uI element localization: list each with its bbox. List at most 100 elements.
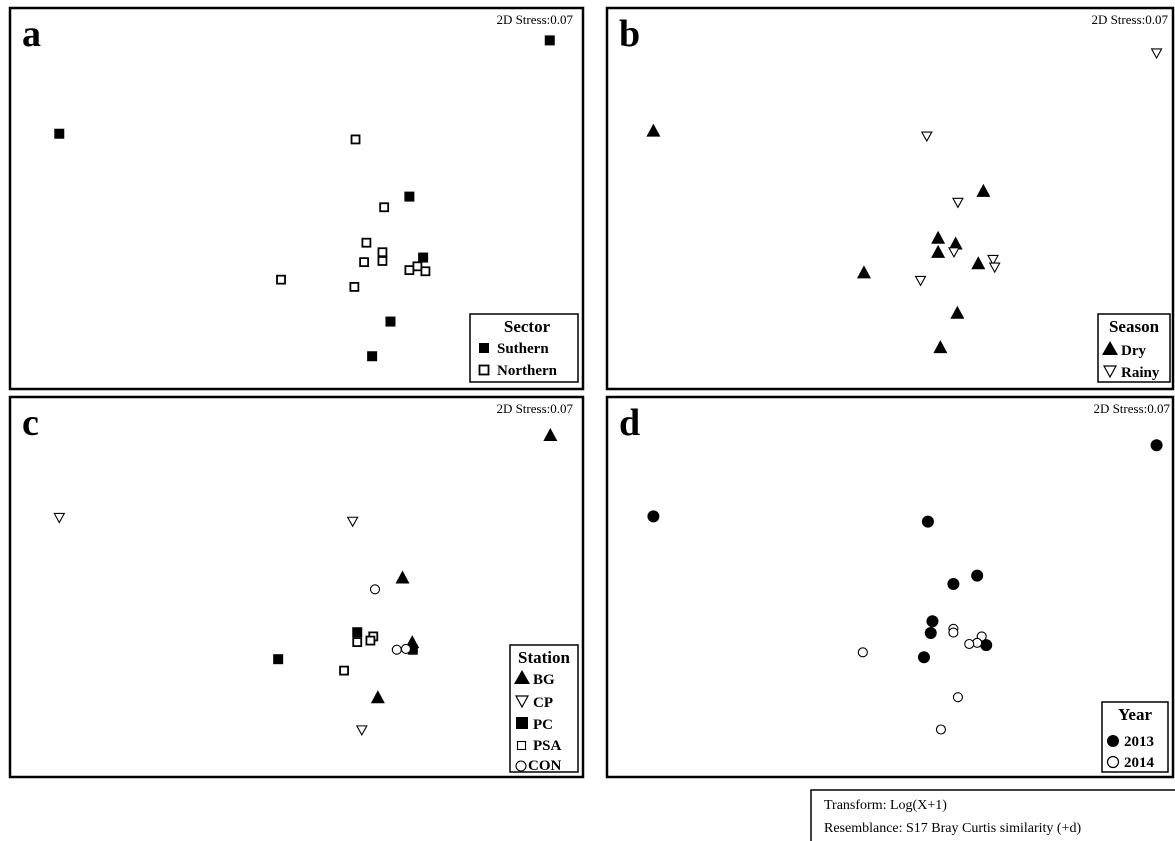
panel-a-frame	[8, 6, 585, 391]
panel-d-legend-marker-2013	[1107, 735, 1119, 747]
panel-d-legend-title: Year	[1118, 705, 1152, 724]
panel-b-point-rainy-6	[988, 262, 1001, 274]
panel-a-point-northern-1	[350, 134, 361, 145]
panel-b-point-dry-5	[931, 244, 946, 258]
panel-c-point-cp-1	[53, 512, 66, 524]
panel-b-point-dry-7	[856, 265, 871, 279]
panel-a-point-northern-3	[361, 237, 372, 248]
panel-c-stress-label: 2D Stress:0.07	[496, 401, 573, 416]
panel-c-legend-label-con: CON	[528, 758, 562, 774]
panel-a-letter: a	[22, 13, 41, 55]
panel-b: b 2D Stress:0.07 Season Dry Rainy	[605, 6, 1175, 391]
panel-c-legend-label-bg: BG	[533, 672, 555, 688]
panel-d-point-2013-8	[980, 639, 993, 652]
panel-b-point-rainy-4	[948, 247, 960, 258]
panel-a-point-northern-7	[349, 281, 360, 292]
panel-a-point-northern-10	[412, 261, 423, 272]
panel-b-point-rainy-3	[951, 197, 964, 209]
panel-b-legend-label-rainy: Rainy	[1121, 365, 1160, 381]
panel-a-point-suthern-6	[367, 351, 378, 362]
panel-c-legend-title: Station	[518, 648, 571, 667]
panel-b-letter: b	[619, 13, 640, 55]
panel-c-point-bg-4	[370, 690, 385, 704]
panel-c-legend-marker-psa	[516, 740, 527, 751]
panel-c-legend-marker-cp	[514, 695, 530, 709]
panel-c-point-cp-3	[355, 725, 368, 737]
panel-d-points	[647, 439, 1163, 735]
analysis-note: Transform: Log(X+1) Resemblance: S17 Bra…	[810, 789, 1175, 841]
panel-d-point-2013-1	[1150, 439, 1163, 452]
panel-c-point-cp-2	[346, 516, 359, 528]
panel-c-legend-box	[509, 644, 579, 773]
panel-b-point-rainy-2	[920, 131, 933, 143]
panel-a-legend-label-northern: Northern	[497, 363, 558, 379]
panel-d-point-2014-2	[948, 627, 959, 638]
panel-c-point-con-2	[391, 644, 402, 655]
panel-d-frame	[605, 395, 1175, 779]
transform-note: Transform: Log(X+1)	[824, 798, 947, 813]
panel-b-point-rainy-1	[1150, 48, 1163, 60]
panel-a-stress-label: 2D Stress:0.07	[496, 12, 573, 27]
panel-c-point-psa-2	[365, 635, 376, 646]
panel-c-frame	[8, 395, 585, 779]
panel-a-points	[54, 35, 555, 362]
panel-d-point-2013-9	[917, 651, 930, 664]
panel-b-point-dry-4	[948, 236, 963, 250]
panel-c-point-pc-2	[407, 644, 418, 655]
panel-a-point-northern-11	[420, 266, 431, 277]
panel-d-legend-marker-2014	[1106, 755, 1120, 769]
panel-a-point-northern-8	[276, 274, 286, 285]
panel-d-legend: Year 2013 2014	[1101, 701, 1169, 773]
panel-c-legend: Station BG CP PC PSA CON	[509, 644, 579, 774]
panel-b-legend-marker-dry	[1102, 341, 1118, 355]
panel-c-legend-marker-bg	[514, 670, 530, 684]
panel-b-point-dry-9	[933, 340, 948, 354]
panel-c-legend-marker-pc	[516, 717, 528, 729]
panel-a-point-suthern-5	[385, 316, 396, 327]
panel-c-legend-label-cp: CP	[533, 695, 553, 711]
panel-d-point-2013-4	[971, 569, 984, 582]
panel-d-point-2013-7	[924, 626, 937, 639]
panel-a-point-northern-4	[377, 247, 388, 258]
panel-c-point-psa-3	[352, 637, 363, 647]
panel-b-legend-title: Season	[1109, 317, 1160, 336]
panel-c-legend-marker-con	[515, 760, 527, 772]
panel-d-point-2014-5	[964, 638, 975, 650]
panel-d-point-2013-6	[926, 615, 939, 628]
panel-b-point-dry-6	[971, 256, 986, 270]
panel-b-legend-marker-rainy	[1102, 365, 1118, 379]
panel-b-frame	[605, 6, 1175, 391]
panel-a: a 2D Stress:0.07 Sector Suthern Northern	[8, 6, 585, 391]
panel-a-point-northern-2	[379, 202, 390, 213]
panel-a-point-northern-6	[359, 257, 370, 268]
panel-c-point-psa-4	[339, 665, 349, 676]
panel-d-point-2014-7	[952, 692, 963, 703]
panel-b-point-dry-8	[950, 305, 965, 319]
panel-d-point-2013-5	[947, 577, 960, 590]
panel-d-legend-label-2013: 2013	[1124, 734, 1154, 750]
panel-c-point-con-1	[369, 584, 381, 595]
panel-b-point-dry-1	[646, 123, 661, 137]
panel-c-point-pc-3	[273, 654, 284, 665]
panel-a-legend-marker-suthern	[479, 343, 489, 353]
panel-a-point-suthern-4	[418, 252, 429, 263]
panel-d: d 2D Stress:0.07 Year 2013 2014	[605, 395, 1175, 779]
panel-c-point-bg-2	[395, 570, 410, 584]
panel-b-points	[646, 48, 1163, 354]
panel-b-legend: Season Dry Rainy	[1097, 313, 1171, 383]
panel-d-letter: d	[619, 402, 640, 444]
panel-a-legend: Sector Suthern Northern	[469, 313, 579, 383]
panel-d-point-2013-2	[647, 510, 660, 523]
panel-c-point-bg-1	[543, 428, 558, 441]
panel-d-point-2014-6	[857, 647, 868, 658]
panel-c-letter: c	[22, 402, 39, 444]
analysis-note-box	[810, 789, 1175, 841]
panel-a-legend-label-suthern: Suthern	[497, 341, 549, 357]
panel-b-legend-label-dry: Dry	[1121, 343, 1146, 359]
panel-a-legend-marker-northern	[478, 364, 490, 376]
panel-d-point-2013-3	[921, 515, 934, 528]
panel-b-point-dry-2	[976, 183, 991, 197]
panel-d-stress-label: 2D Stress:0.07	[1093, 401, 1170, 416]
panel-a-point-northern-5	[377, 256, 388, 266]
